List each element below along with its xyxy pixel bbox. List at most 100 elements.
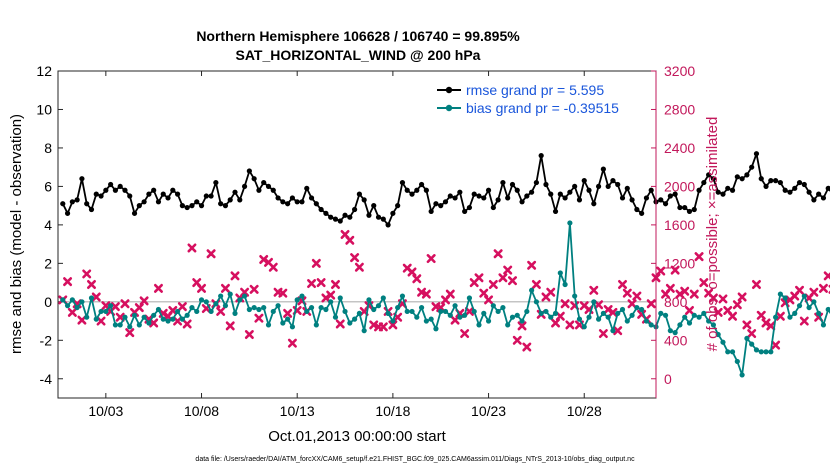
rmse-point xyxy=(816,191,822,197)
bias-point xyxy=(275,303,281,309)
obs-assimilated-marker xyxy=(345,235,355,245)
rmse-point xyxy=(801,181,807,188)
bias-point xyxy=(347,320,353,326)
rmse-point xyxy=(438,203,444,209)
x-tick-label: 10/08 xyxy=(184,403,219,419)
bias-point xyxy=(175,308,181,315)
rmse-point xyxy=(725,185,731,191)
rmse-point xyxy=(88,206,95,213)
rmse-point xyxy=(529,189,535,195)
bias-point xyxy=(356,310,362,316)
obs-assimilated-marker xyxy=(598,329,608,339)
rmse-point xyxy=(179,203,185,209)
rmse-point xyxy=(572,183,578,190)
bias-point xyxy=(256,306,262,313)
rmse-point xyxy=(796,179,803,186)
rmse-point xyxy=(246,168,252,174)
rmse-point xyxy=(619,195,626,201)
rmse-point xyxy=(428,208,434,215)
rmse-point xyxy=(227,197,233,203)
rmse-point xyxy=(203,193,209,199)
obs-assimilated-marker xyxy=(216,306,226,316)
bias-point xyxy=(524,308,530,315)
obs-assimilated-marker xyxy=(512,335,522,345)
bias-point xyxy=(285,316,291,322)
bias-point xyxy=(270,308,276,315)
obs-assimilated-marker xyxy=(82,269,92,279)
bias-point xyxy=(753,347,760,353)
legend-rmse-label: rmse grand pr = 5.595 xyxy=(466,82,604,98)
bias-point xyxy=(447,312,453,318)
bias-point xyxy=(682,314,688,320)
obs-assimilated-marker xyxy=(450,315,460,325)
rmse-point xyxy=(519,199,525,205)
bias-point xyxy=(462,312,468,318)
rmse-point xyxy=(509,181,516,188)
y-right-tick-label: 3200 xyxy=(664,63,695,79)
rmse-point xyxy=(433,201,439,207)
y-right-tick-label: 1600 xyxy=(664,217,695,233)
rmse-point xyxy=(476,193,482,199)
rmse-point xyxy=(720,191,726,197)
rmse-point xyxy=(136,203,142,209)
rmse-point xyxy=(734,174,740,180)
bias-point xyxy=(418,304,425,311)
y-right-tick-label: 0 xyxy=(664,371,672,387)
bias-point xyxy=(79,299,85,305)
bias-point xyxy=(639,306,645,313)
obs-assimilated-marker xyxy=(756,310,766,320)
bias-point xyxy=(227,291,233,297)
rmse-point xyxy=(170,187,176,193)
obs-assimilated-marker xyxy=(613,326,623,336)
obs-assimilated-marker xyxy=(335,319,345,329)
bias-point xyxy=(189,304,195,311)
bias-point xyxy=(739,372,745,378)
obs-assimilated-marker xyxy=(249,284,259,294)
y-right-tick-label: 2800 xyxy=(664,101,695,117)
bias-point xyxy=(122,314,128,320)
bias-point xyxy=(395,304,401,311)
rmse-point xyxy=(500,179,506,186)
legend: rmse grand pr = 5.595 bias grand pr = -0… xyxy=(437,82,619,116)
rmse-point xyxy=(538,153,544,159)
bias-point xyxy=(198,297,205,303)
bias-point xyxy=(131,312,138,318)
bias-point xyxy=(380,295,386,301)
bias-point xyxy=(471,308,477,315)
rmse-point xyxy=(74,197,80,203)
bias-point xyxy=(74,304,80,311)
bias-point xyxy=(361,328,367,334)
bias-point xyxy=(117,322,123,328)
obs-assimilated-marker xyxy=(67,307,77,317)
obs-assimilated-marker xyxy=(307,279,317,289)
obs-assimilated-marker xyxy=(694,252,704,262)
obs-assimilated-marker xyxy=(115,312,125,322)
bias-point xyxy=(734,358,740,365)
rmse-point xyxy=(328,214,334,220)
obs-assimilated-marker xyxy=(110,302,120,312)
rmse-point xyxy=(763,183,769,190)
rmse-point xyxy=(457,189,463,195)
obs-assimilated-marker xyxy=(378,322,388,332)
bias-point xyxy=(529,287,535,293)
rmse-point xyxy=(495,197,501,203)
bias-point xyxy=(744,335,750,341)
rmse-point xyxy=(256,187,262,193)
rmse-point xyxy=(629,197,635,203)
bias-point xyxy=(318,304,324,311)
rmse-point xyxy=(184,204,190,211)
bias-point xyxy=(375,303,382,309)
bias-point xyxy=(519,318,525,324)
rmse-point xyxy=(146,191,152,197)
obs-assimilated-marker xyxy=(809,287,819,297)
rmse-point xyxy=(414,187,420,193)
rmse-point xyxy=(777,179,783,186)
rmse-point xyxy=(442,199,449,205)
bias-point xyxy=(452,303,458,309)
rmse-point xyxy=(787,189,793,195)
rmse-point xyxy=(318,206,324,213)
rmse-point xyxy=(485,187,492,193)
bias-point xyxy=(151,312,157,318)
obs-assimilated-marker xyxy=(503,265,513,275)
